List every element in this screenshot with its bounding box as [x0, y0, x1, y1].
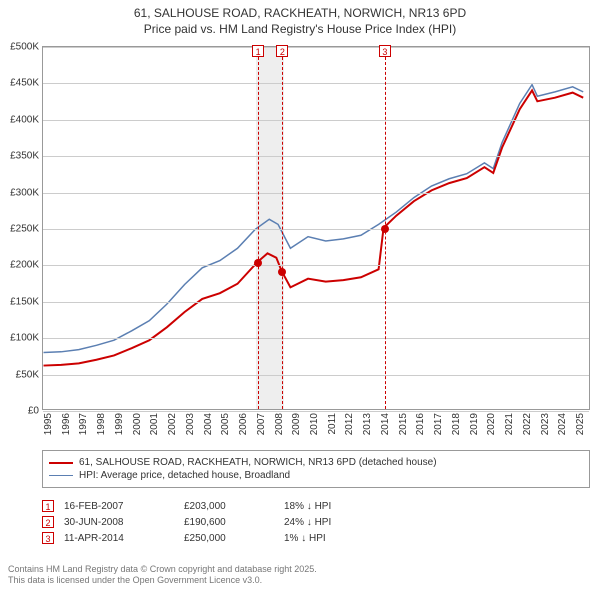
legend-label: 61, SALHOUSE ROAD, RACKHEATH, NORWICH, N… — [79, 457, 437, 468]
gridline — [43, 302, 589, 303]
y-axis-label: £150K — [10, 296, 39, 307]
x-axis-label: 2012 — [344, 413, 355, 435]
x-axis-label: 2019 — [469, 413, 480, 435]
legend-label: HPI: Average price, detached house, Broa… — [79, 470, 290, 481]
gridline — [43, 411, 589, 412]
sale-marker-dot — [278, 268, 286, 276]
x-axis-label: 2022 — [522, 413, 533, 435]
sale-marker-number: 2 — [276, 45, 288, 57]
footer-attribution: Contains HM Land Registry data © Crown c… — [8, 564, 317, 587]
sale-marker-line — [282, 47, 283, 409]
transaction-row: 1 16-FEB-2007 £203,000 18% ↓ HPI — [42, 498, 590, 514]
transaction-row: 2 30-JUN-2008 £190,600 24% ↓ HPI — [42, 514, 590, 530]
sale-marker-dot — [254, 259, 262, 267]
y-axis-label: £50K — [16, 369, 39, 380]
y-axis-label: £350K — [10, 151, 39, 162]
legend-swatch — [49, 475, 73, 476]
x-axis-label: 2010 — [309, 413, 320, 435]
legend: 61, SALHOUSE ROAD, RACKHEATH, NORWICH, N… — [42, 450, 590, 488]
gridline — [43, 120, 589, 121]
y-axis-label: £300K — [10, 187, 39, 198]
x-axis-label: 2017 — [433, 413, 444, 435]
footer-line-2: This data is licensed under the Open Gov… — [8, 575, 317, 586]
transaction-date: 11-APR-2014 — [64, 533, 174, 544]
x-axis-label: 1998 — [96, 413, 107, 435]
sale-marker-number: 1 — [252, 45, 264, 57]
gridline — [43, 83, 589, 84]
x-axis-label: 1996 — [61, 413, 72, 435]
transaction-row: 3 11-APR-2014 £250,000 1% ↓ HPI — [42, 530, 590, 546]
x-axis-label: 2023 — [540, 413, 551, 435]
transaction-number: 2 — [42, 516, 54, 528]
title-line-1: 61, SALHOUSE ROAD, RACKHEATH, NORWICH, N… — [0, 6, 600, 22]
gridline — [43, 265, 589, 266]
transaction-date: 16-FEB-2007 — [64, 501, 174, 512]
transaction-number: 3 — [42, 532, 54, 544]
y-axis-label: £0 — [28, 406, 39, 417]
gridline — [43, 156, 589, 157]
series-line — [44, 85, 584, 353]
legend-row: HPI: Average price, detached house, Broa… — [49, 470, 583, 481]
x-axis-label: 2020 — [486, 413, 497, 435]
x-axis-label: 2009 — [291, 413, 302, 435]
x-axis-label: 2005 — [220, 413, 231, 435]
x-axis-label: 2007 — [256, 413, 267, 435]
y-axis-label: £200K — [10, 260, 39, 271]
x-axis-label: 2008 — [274, 413, 285, 435]
x-axis-label: 2018 — [451, 413, 462, 435]
sale-marker-line — [258, 47, 259, 409]
x-axis-label: 2004 — [203, 413, 214, 435]
x-axis-label: 2013 — [362, 413, 373, 435]
y-axis-label: £450K — [10, 78, 39, 89]
series-line — [44, 90, 584, 365]
chart-title: 61, SALHOUSE ROAD, RACKHEATH, NORWICH, N… — [0, 0, 600, 37]
y-axis-label: £400K — [10, 114, 39, 125]
gridline — [43, 47, 589, 48]
footer-line-1: Contains HM Land Registry data © Crown c… — [8, 564, 317, 575]
x-axis-label: 2014 — [380, 413, 391, 435]
transaction-delta: 24% ↓ HPI — [284, 517, 404, 528]
x-axis-label: 2001 — [149, 413, 160, 435]
title-line-2: Price paid vs. HM Land Registry's House … — [0, 22, 600, 38]
chart-svg — [43, 47, 589, 409]
x-axis-label: 2021 — [504, 413, 515, 435]
gridline — [43, 375, 589, 376]
transaction-delta: 18% ↓ HPI — [284, 501, 404, 512]
x-axis-label: 2006 — [238, 413, 249, 435]
transaction-number: 1 — [42, 500, 54, 512]
gridline — [43, 338, 589, 339]
y-axis-label: £250K — [10, 224, 39, 235]
legend-swatch — [49, 462, 73, 464]
x-axis-label: 2024 — [557, 413, 568, 435]
transaction-price: £250,000 — [184, 533, 274, 544]
x-axis-label: 2016 — [415, 413, 426, 435]
sale-marker-number: 3 — [379, 45, 391, 57]
gridline — [43, 193, 589, 194]
transaction-delta: 1% ↓ HPI — [284, 533, 404, 544]
transaction-price: £190,600 — [184, 517, 274, 528]
transaction-price: £203,000 — [184, 501, 274, 512]
x-axis-label: 2000 — [132, 413, 143, 435]
x-axis-label: 2002 — [167, 413, 178, 435]
x-axis-label: 1999 — [114, 413, 125, 435]
y-axis-label: £500K — [10, 42, 39, 53]
sale-marker-dot — [381, 225, 389, 233]
x-axis-label: 2015 — [398, 413, 409, 435]
x-axis-label: 1995 — [43, 413, 54, 435]
legend-row: 61, SALHOUSE ROAD, RACKHEATH, NORWICH, N… — [49, 457, 583, 468]
gridline — [43, 229, 589, 230]
y-axis-label: £100K — [10, 333, 39, 344]
x-axis-label: 2011 — [327, 413, 338, 435]
transaction-date: 30-JUN-2008 — [64, 517, 174, 528]
x-axis-label: 2025 — [575, 413, 586, 435]
line-chart: £0£50K£100K£150K£200K£250K£300K£350K£400… — [42, 46, 590, 410]
transactions-table: 1 16-FEB-2007 £203,000 18% ↓ HPI 2 30-JUN-200… — [42, 498, 590, 546]
x-axis-label: 2003 — [185, 413, 196, 435]
x-axis-label: 1997 — [78, 413, 89, 435]
